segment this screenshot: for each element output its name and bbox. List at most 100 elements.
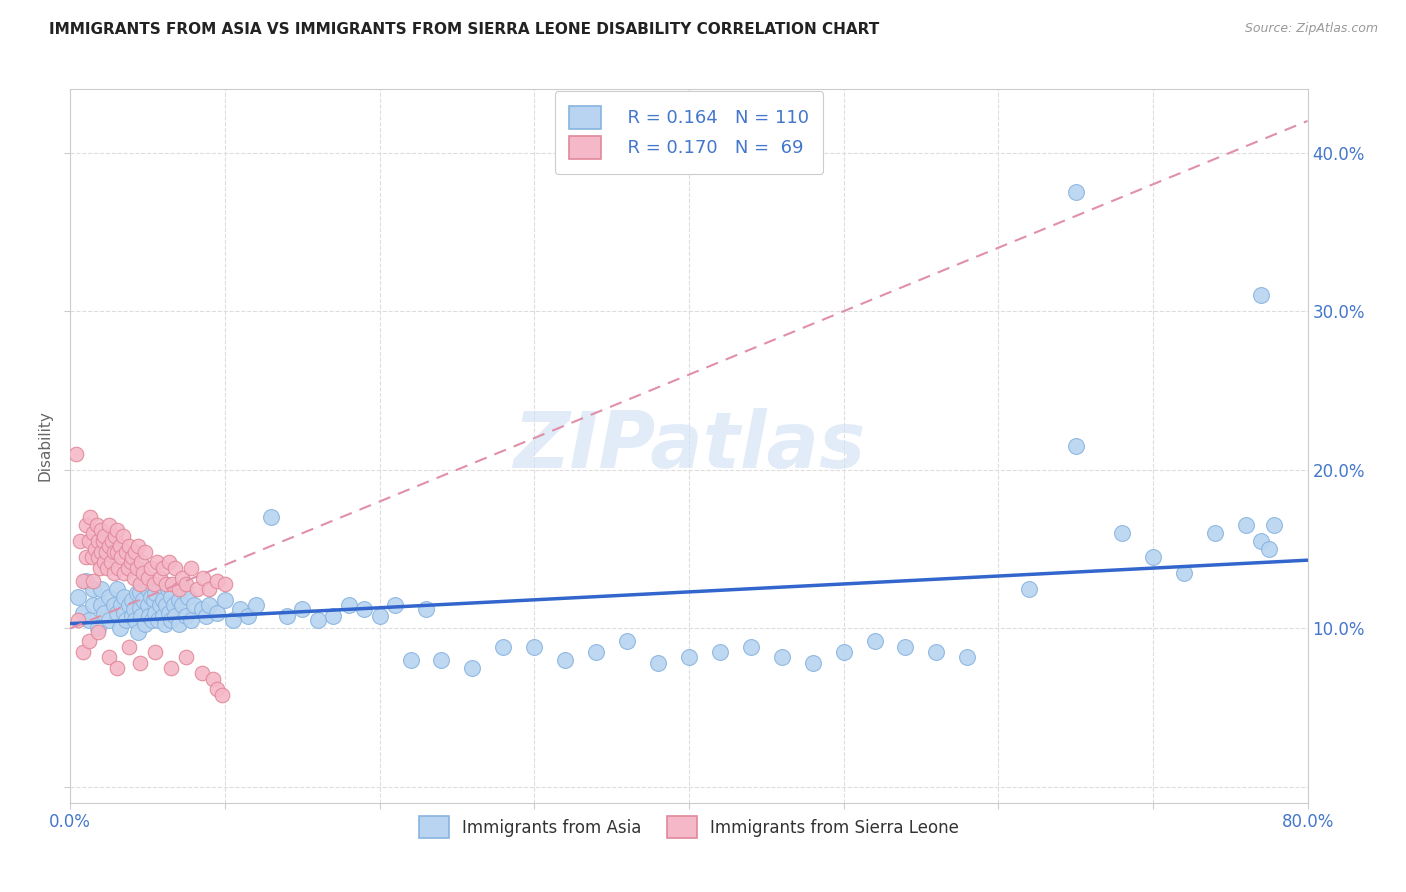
Point	[167, 616, 190, 631]
Point	[98, 539, 120, 553]
Point	[132, 592, 155, 607]
Point	[82, 598, 105, 612]
Point	[98, 614, 120, 628]
Point	[678, 649, 700, 664]
Point	[132, 566, 155, 580]
Legend: Immigrants from Asia, Immigrants from Sierra Leone: Immigrants from Asia, Immigrants from Si…	[412, 810, 966, 845]
Y-axis label: Disability: Disability	[38, 410, 53, 482]
Point	[129, 577, 152, 591]
Point	[129, 657, 152, 671]
Point	[142, 577, 165, 591]
Point	[1234, 518, 1257, 533]
Point	[170, 598, 193, 612]
Point	[167, 592, 190, 607]
Point	[87, 621, 110, 635]
Point	[155, 598, 177, 612]
Point	[709, 645, 731, 659]
Point	[177, 590, 200, 604]
Point	[616, 634, 638, 648]
Point	[146, 555, 169, 569]
Point	[122, 571, 145, 585]
Point	[90, 523, 112, 537]
Point	[98, 649, 120, 664]
Point	[98, 590, 120, 604]
Point	[136, 598, 159, 612]
Point	[75, 518, 97, 533]
Point	[65, 447, 87, 461]
Point	[198, 598, 221, 612]
Point	[353, 602, 375, 616]
Text: ZIPatlas: ZIPatlas	[513, 408, 865, 484]
Point	[307, 614, 329, 628]
Point	[160, 614, 183, 628]
Point	[145, 645, 166, 659]
Point	[191, 602, 214, 616]
Point	[117, 561, 139, 575]
Point	[101, 534, 124, 549]
Point	[157, 555, 180, 569]
Point	[131, 555, 153, 569]
Point	[165, 608, 187, 623]
Point	[260, 510, 283, 524]
Point	[93, 606, 115, 620]
Point	[90, 598, 112, 612]
Point	[193, 571, 215, 585]
Point	[222, 614, 245, 628]
Point	[214, 577, 236, 591]
Point	[103, 598, 125, 612]
Point	[165, 561, 187, 575]
Point	[1250, 534, 1272, 549]
Point	[131, 608, 153, 623]
Point	[87, 534, 110, 549]
Point	[153, 616, 176, 631]
Point	[82, 526, 105, 541]
Point	[201, 672, 224, 686]
Point	[245, 598, 267, 612]
Point	[87, 549, 110, 564]
Point	[1173, 566, 1195, 580]
Point	[139, 561, 162, 575]
Point	[115, 545, 138, 559]
Point	[160, 590, 183, 604]
Point	[149, 571, 172, 585]
Point	[160, 661, 183, 675]
Point	[211, 688, 233, 702]
Point	[142, 592, 165, 607]
Point	[136, 571, 159, 585]
Point	[956, 649, 979, 664]
Point	[148, 614, 170, 628]
Point	[114, 566, 135, 580]
Point	[162, 577, 184, 591]
Point	[492, 640, 515, 655]
Point	[172, 582, 194, 596]
Point	[291, 602, 314, 616]
Point	[114, 590, 135, 604]
Point	[461, 661, 484, 675]
Point	[183, 598, 205, 612]
Point	[207, 574, 229, 588]
Point	[1064, 186, 1087, 200]
Point	[157, 606, 180, 620]
Point	[163, 598, 186, 612]
Point	[77, 614, 100, 628]
Point	[111, 529, 134, 543]
Point	[103, 545, 125, 559]
Point	[174, 608, 197, 623]
Point	[115, 614, 138, 628]
Point	[384, 598, 406, 612]
Point	[91, 534, 114, 549]
Point	[84, 542, 107, 557]
Point	[127, 624, 149, 639]
Point	[105, 661, 128, 675]
Point	[180, 614, 202, 628]
Point	[399, 653, 422, 667]
Point	[1263, 518, 1285, 533]
Point	[863, 634, 886, 648]
Point	[121, 549, 143, 564]
Point	[214, 592, 236, 607]
Point	[149, 598, 172, 612]
Point	[337, 598, 360, 612]
Point	[80, 549, 103, 564]
Point	[129, 585, 152, 599]
Point	[96, 561, 118, 575]
